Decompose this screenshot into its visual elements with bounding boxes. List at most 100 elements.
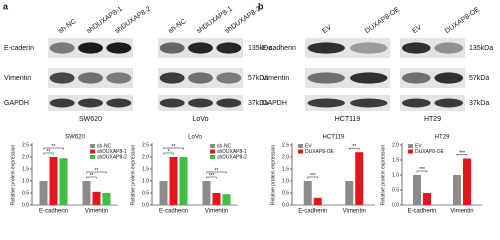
- legend-label: DUXAP8-OE: [415, 149, 445, 155]
- x-tick-label: E-cadherin: [298, 209, 327, 215]
- lane-label: DUXAP8-OE: [364, 6, 401, 35]
- row-label: Vimentin: [4, 75, 31, 82]
- blot-band: [434, 98, 464, 108]
- y-tick-label: 1.0: [282, 178, 289, 184]
- y-tick-label: 2.5: [282, 142, 289, 148]
- size-label: 37kDa: [248, 100, 268, 107]
- blot-band: [216, 98, 242, 108]
- blot-band: [307, 72, 345, 84]
- bar: [463, 158, 471, 205]
- bar: [313, 197, 322, 205]
- x-tick-label: E-cadherin: [159, 209, 188, 215]
- significance-bracket: [43, 147, 64, 150]
- y-tick-label: 1.5: [142, 166, 149, 172]
- blot-band: [78, 98, 103, 108]
- size-label: 57kDa: [469, 75, 489, 82]
- lane-label: sh-NC: [57, 18, 77, 35]
- bar: [423, 193, 431, 205]
- blot-band: [188, 42, 213, 54]
- significance-label: **: [172, 144, 176, 150]
- y-tick-label: 0.5: [282, 190, 289, 196]
- blot-band: [401, 42, 431, 54]
- panel-label: b: [258, 1, 264, 11]
- cell-line-label: SW620: [79, 116, 102, 123]
- legend-label: shDUXAP8-2: [97, 154, 127, 160]
- y-tick-label: 1.5: [392, 157, 399, 163]
- blot-band: [307, 98, 345, 108]
- legend-swatch: [408, 144, 413, 148]
- bar: [453, 175, 461, 205]
- bar: [202, 181, 211, 205]
- blot-band: [159, 42, 185, 54]
- cell-line-label: HCT119: [335, 116, 361, 123]
- x-tick-label: Vimentin: [205, 209, 228, 215]
- y-tick-label: 0.0: [142, 202, 149, 208]
- y-tick-label: 1.0: [22, 178, 29, 184]
- legend-label: EV: [305, 143, 312, 149]
- blot-band: [307, 42, 345, 54]
- significance-label: *: [168, 149, 170, 155]
- row-label: Vimentin: [262, 75, 289, 82]
- blot-band: [350, 42, 388, 54]
- significance-label: ***: [209, 173, 215, 179]
- significance-bracket: [163, 147, 184, 150]
- blot-band: [78, 72, 103, 84]
- legend-swatch: [210, 144, 215, 148]
- blot-band: [434, 42, 464, 54]
- bar: [222, 194, 231, 205]
- significance-bracket: [86, 176, 97, 179]
- blot-band: [49, 98, 75, 108]
- y-tick-label: 2.0: [142, 154, 149, 160]
- legend-swatch: [90, 144, 95, 148]
- bar: [59, 158, 68, 205]
- significance-bracket: [43, 152, 54, 155]
- bar: [92, 191, 101, 205]
- y-tick-label: 0.0: [22, 202, 29, 208]
- legend-swatch: [210, 155, 215, 159]
- size-label: 57kDa: [248, 75, 268, 82]
- blot-band: [159, 72, 185, 84]
- y-tick-label: 0.5: [392, 187, 399, 193]
- bar: [345, 181, 354, 205]
- x-tick-label: Vimentin: [450, 209, 473, 215]
- significance-label: **: [90, 173, 94, 179]
- blot-band: [350, 98, 388, 108]
- panel-label: a: [3, 1, 9, 11]
- blot-band: [106, 72, 132, 84]
- significance-label: **: [215, 168, 219, 174]
- bar: [169, 157, 178, 205]
- y-tick-label: 0.5: [22, 190, 29, 196]
- chart-title: SW620: [65, 135, 85, 141]
- bar: [82, 181, 91, 205]
- legend-label: DUXAP8-OE: [305, 149, 335, 155]
- x-tick-label: Vimentin: [343, 209, 366, 215]
- legend-swatch: [408, 149, 413, 154]
- size-label: 135kDa: [469, 45, 493, 52]
- y-tick-label: 0.0: [392, 202, 399, 208]
- row-label: E-cadherin: [262, 45, 296, 52]
- row-label: E-caderin: [4, 45, 34, 52]
- significance-bracket: [456, 154, 468, 156]
- blot-band: [106, 98, 132, 108]
- x-tick-label: E-cadherin: [407, 209, 436, 215]
- legend-swatch: [298, 149, 303, 154]
- significance-bracket: [416, 170, 428, 173]
- significance-label: **: [47, 149, 51, 155]
- y-tick-label: 0.0: [282, 202, 289, 208]
- significance-bracket: [307, 176, 318, 179]
- chart-title: HCT119: [323, 135, 346, 141]
- lane-label: EV: [411, 24, 423, 35]
- legend-swatch: [210, 149, 215, 154]
- blot-band: [78, 42, 103, 54]
- size-label: 37kDa: [469, 100, 489, 107]
- y-tick-label: 1.5: [282, 166, 289, 172]
- y-tick-label: 1.5: [22, 166, 29, 172]
- significance-label: ***: [419, 167, 425, 173]
- blot-band: [401, 72, 431, 84]
- cell-line-label: HT29: [424, 116, 441, 123]
- blot-band: [188, 98, 213, 108]
- size-label: 135kDa: [248, 45, 272, 52]
- blot-band: [216, 42, 242, 54]
- legend-swatch: [298, 144, 303, 148]
- y-axis-label: Relative protein expression: [270, 145, 276, 206]
